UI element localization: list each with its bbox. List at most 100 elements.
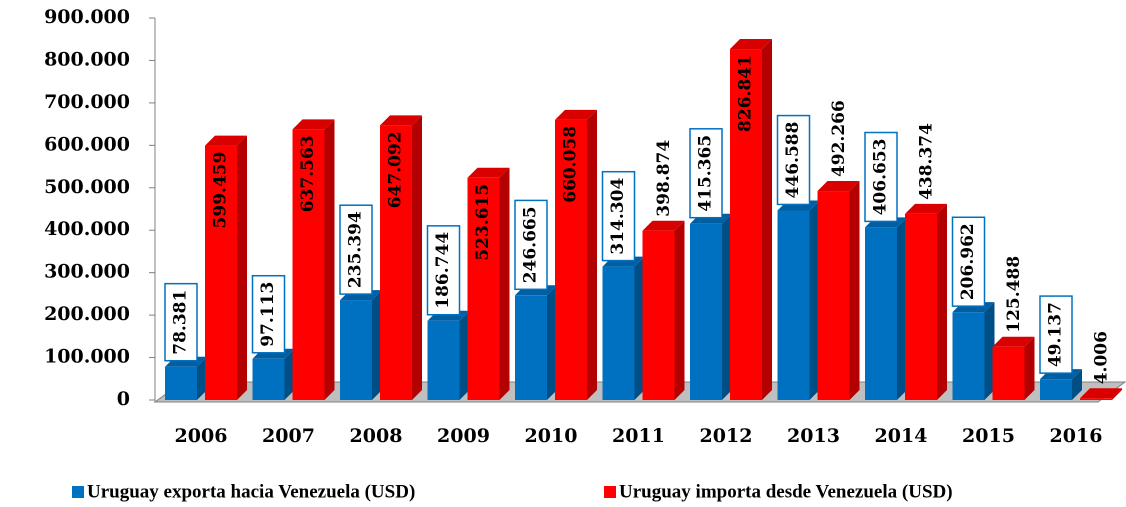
bar-face (499, 167, 510, 400)
bar (205, 135, 247, 400)
x-tick-label: 2008 (350, 425, 403, 447)
bar-face (427, 320, 460, 400)
bar-face (937, 203, 947, 400)
bar (992, 336, 1035, 400)
value-label: 125.488 (1004, 256, 1024, 333)
bar-face (1112, 388, 1122, 400)
bar-face (1024, 336, 1035, 400)
value-label: 415.365 (696, 135, 716, 212)
value-label: 206.962 (958, 223, 978, 300)
value-label: 4.006 (1092, 331, 1112, 384)
bar (515, 285, 557, 400)
bar (252, 348, 295, 400)
bar (340, 290, 382, 400)
value-label: 49.137 (1046, 302, 1066, 367)
value-label: 314.304 (608, 178, 628, 255)
bar (380, 115, 422, 400)
bar-face (849, 181, 860, 400)
y-tick-label: 700.000 (44, 91, 130, 113)
bar (817, 181, 860, 400)
bar (165, 356, 207, 400)
x-tick-label: 2007 (262, 425, 315, 447)
bar-face (197, 356, 207, 400)
legend-label: Uruguay exporta hacia Venezuela (USD) (87, 481, 415, 502)
bar (467, 167, 510, 400)
value-label: 492.266 (829, 100, 849, 177)
value-label: 186.744 (433, 232, 453, 309)
x-tick-label: 2006 (175, 425, 228, 447)
x-tick-label: 2013 (787, 425, 840, 447)
bar-face (380, 115, 422, 126)
bar (730, 39, 772, 400)
bar (690, 213, 732, 400)
label-box (689, 128, 723, 219)
label-box (951, 216, 986, 307)
label-box (426, 225, 461, 316)
bar-face (467, 167, 510, 178)
y-tick-label: 800.000 (44, 48, 130, 70)
value-label: 97.113 (258, 282, 278, 347)
value-label: 398.874 (654, 140, 674, 217)
value-label: 438.374 (917, 123, 937, 200)
bar-face (555, 119, 587, 401)
value-label: 246.665 (521, 206, 541, 283)
y-tick-label: 500.000 (44, 176, 130, 198)
value-label: 523.615 (473, 184, 493, 261)
y-tick-label: 400.000 (44, 218, 130, 240)
bar-face (642, 230, 675, 400)
bar (777, 200, 820, 400)
bar-face (1080, 388, 1122, 399)
bar-face (690, 223, 722, 400)
bar-face (992, 336, 1035, 347)
value-label: 647.092 (386, 131, 406, 208)
y-tick-label: 0 (117, 388, 130, 410)
legend-swatch (72, 486, 84, 498)
legend-label: Uruguay importa desde Venezuela (USD) (619, 481, 953, 502)
bar-face (674, 220, 685, 400)
bar (427, 310, 470, 400)
label-box (776, 114, 811, 206)
bar-face (459, 310, 470, 400)
bar (642, 220, 685, 400)
bar (865, 217, 907, 400)
label-box (601, 170, 636, 262)
bar-face (642, 220, 685, 231)
bar-face (762, 39, 772, 400)
bar-face (284, 348, 295, 400)
bar-face (587, 109, 597, 401)
bar-face (324, 119, 335, 400)
label-box (339, 204, 373, 295)
bar (292, 119, 335, 400)
value-label: 599.459 (211, 152, 231, 229)
value-label: 78.381 (171, 290, 191, 355)
bar (905, 203, 947, 400)
x-tick-label: 2011 (612, 425, 665, 447)
y-tick-label: 900.000 (44, 6, 130, 28)
value-label: 660.058 (561, 126, 581, 203)
bar (1080, 388, 1122, 400)
y-tick-label: 600.000 (44, 133, 130, 155)
bar-face (777, 210, 810, 400)
bar-face (380, 125, 412, 400)
value-label: 446.588 (783, 122, 803, 199)
bar-face (952, 312, 985, 400)
bar-face (897, 217, 907, 400)
bar-face (165, 366, 197, 400)
bar-face (984, 302, 995, 400)
bar-face (992, 346, 1025, 400)
value-label: 406.653 (871, 139, 891, 216)
y-tick-label: 100.000 (44, 346, 130, 368)
bar-face (205, 145, 237, 400)
bar-face (412, 115, 422, 400)
value-label: 235.394 (346, 211, 366, 288)
label-box (251, 274, 286, 354)
bar-face (602, 266, 635, 400)
bar-face (905, 213, 937, 400)
label-box (1039, 295, 1073, 374)
bar-face (372, 290, 382, 400)
bar-face (905, 203, 947, 214)
label-box (514, 199, 548, 291)
bar-face (237, 135, 247, 400)
bar-face (865, 227, 897, 400)
